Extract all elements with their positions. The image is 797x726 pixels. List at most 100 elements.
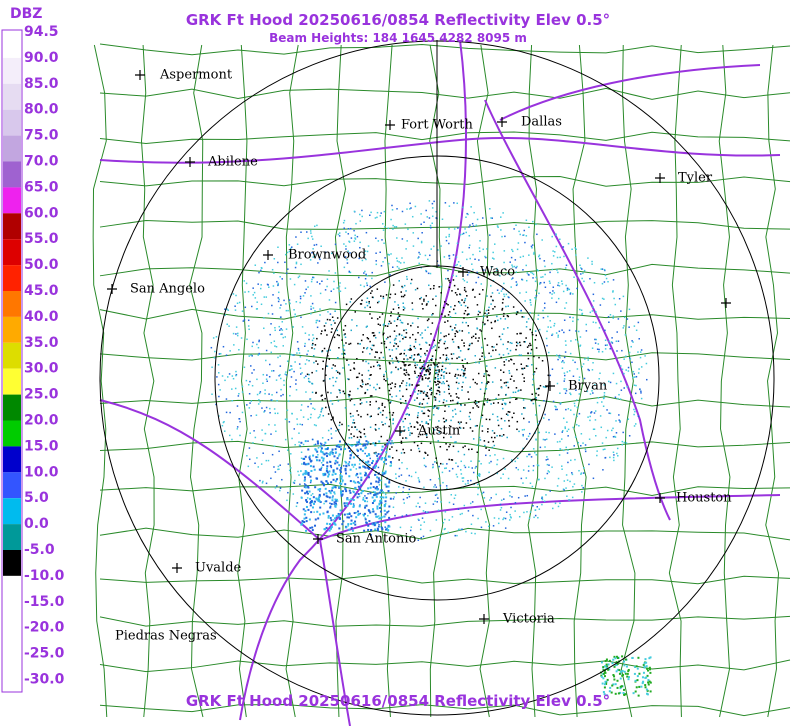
legend-label: -30.0 xyxy=(24,672,65,688)
echo xyxy=(342,221,345,224)
echo xyxy=(613,454,615,456)
echo xyxy=(564,427,567,430)
echo xyxy=(471,430,474,432)
echo xyxy=(310,459,313,462)
echo xyxy=(430,333,432,335)
echo xyxy=(247,290,250,293)
echo xyxy=(456,242,459,245)
echo xyxy=(434,500,436,503)
echo xyxy=(319,414,321,416)
echo xyxy=(383,503,386,506)
echo xyxy=(424,511,427,513)
echo xyxy=(218,415,220,417)
echo xyxy=(365,401,368,403)
echo xyxy=(380,458,383,461)
echo xyxy=(326,465,329,468)
echo xyxy=(418,519,420,521)
echo xyxy=(646,667,649,670)
echo xyxy=(438,386,440,389)
echo xyxy=(334,365,336,367)
echo xyxy=(410,514,413,516)
echo xyxy=(646,689,649,692)
echo xyxy=(454,312,457,315)
echo xyxy=(459,427,462,429)
echo xyxy=(589,311,592,314)
echo xyxy=(558,356,560,358)
echo xyxy=(362,490,365,493)
echo xyxy=(398,459,400,461)
echo xyxy=(310,305,312,308)
echo xyxy=(263,317,265,319)
echo xyxy=(529,299,531,301)
echo xyxy=(579,345,581,347)
echo xyxy=(322,380,325,382)
echo xyxy=(340,448,343,451)
echo xyxy=(285,272,288,275)
echo xyxy=(443,335,445,338)
echo xyxy=(294,361,296,363)
echo xyxy=(385,370,387,373)
echo xyxy=(625,442,628,444)
echo xyxy=(251,305,253,308)
echo xyxy=(469,418,472,421)
echo xyxy=(426,319,429,322)
echo xyxy=(304,492,307,495)
echo xyxy=(395,325,398,327)
echo xyxy=(563,489,565,491)
echo xyxy=(649,656,652,659)
echo xyxy=(594,342,597,344)
echo xyxy=(613,665,616,668)
echo xyxy=(295,379,297,381)
echo xyxy=(235,370,237,373)
echo xyxy=(421,433,424,436)
echo xyxy=(623,694,626,697)
echo xyxy=(444,321,446,323)
echo xyxy=(399,526,402,529)
echo xyxy=(314,443,317,446)
echo xyxy=(356,472,359,475)
echo xyxy=(421,303,423,305)
echo xyxy=(250,414,252,417)
echo xyxy=(611,342,614,344)
echo xyxy=(403,358,405,360)
echo xyxy=(233,344,235,346)
echo xyxy=(366,304,369,307)
echo xyxy=(504,468,506,470)
echo xyxy=(315,321,318,324)
echo xyxy=(385,496,388,499)
echo xyxy=(307,492,309,495)
echo xyxy=(596,450,598,452)
echo xyxy=(339,470,342,473)
echo xyxy=(436,462,438,464)
echo xyxy=(400,367,402,369)
echo xyxy=(280,304,282,306)
echo xyxy=(502,457,505,460)
echo xyxy=(303,461,306,464)
echo xyxy=(352,456,355,459)
echo xyxy=(544,386,547,389)
echo xyxy=(409,347,412,350)
echo xyxy=(388,440,391,443)
echo xyxy=(343,243,345,245)
echo xyxy=(593,428,596,430)
echo xyxy=(265,406,268,409)
echo xyxy=(420,355,422,358)
echo xyxy=(296,418,298,420)
echo xyxy=(649,671,652,674)
echo xyxy=(476,304,479,306)
echo xyxy=(380,489,383,492)
echo xyxy=(442,417,445,420)
echo xyxy=(468,244,471,247)
echo xyxy=(525,477,528,479)
echo xyxy=(406,467,408,470)
echo xyxy=(531,333,534,336)
echo xyxy=(365,521,368,524)
echo xyxy=(422,308,424,310)
echo xyxy=(286,409,289,411)
echo xyxy=(374,473,377,476)
echo xyxy=(437,440,439,442)
echo xyxy=(395,356,397,359)
echo xyxy=(322,483,325,486)
echo xyxy=(508,419,510,422)
echo xyxy=(545,438,548,441)
